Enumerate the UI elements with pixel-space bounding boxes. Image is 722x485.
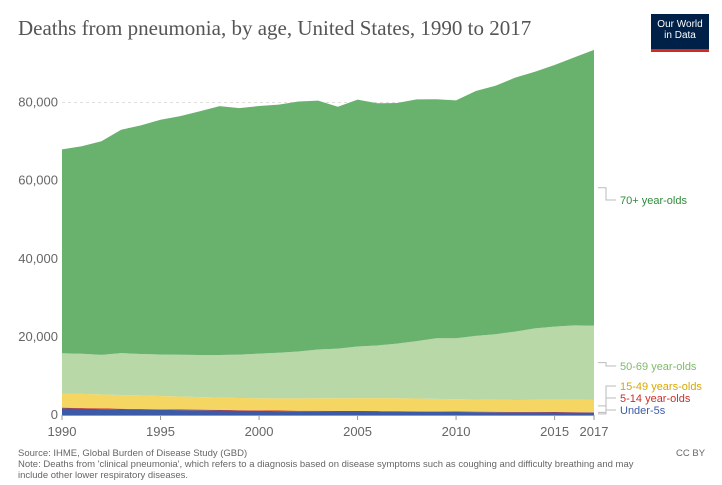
source-text: Source: IHME, Global Burden of Disease S… (18, 448, 248, 459)
label-connector (598, 187, 616, 201)
area-70-year-olds[interactable] (62, 49, 594, 356)
note-text: Note: Deaths from 'clinical pneumonia', … (18, 459, 634, 481)
label-connector (598, 385, 616, 407)
y-tick-label: 0 (51, 407, 58, 422)
label-connector (598, 409, 616, 415)
stacked-areas (62, 49, 594, 415)
x-tick-label: 2000 (245, 424, 274, 439)
x-tick-label: 2005 (343, 424, 372, 439)
x-tick-label: 2017 (580, 424, 609, 439)
area-chart: 0 20,000 40,000 60,000 80,000 1990 1995 2000 200… (18, 49, 702, 440)
series-label[interactable]: Under-5s (620, 405, 666, 417)
y-tick-label: 60,000 (18, 173, 58, 188)
logo-line2: in Data (664, 30, 696, 41)
series-label[interactable]: 50-69 year-olds (620, 361, 697, 373)
license-link[interactable]: CC BY (676, 448, 706, 459)
axes: 0 20,000 40,000 60,000 80,000 1990 1995 2000 200… (18, 95, 608, 440)
area-50-69-year-olds[interactable] (62, 325, 594, 400)
label-connector (598, 362, 616, 367)
x-tick-label: 1990 (48, 424, 77, 439)
x-tick-label: 2015 (540, 424, 569, 439)
y-tick-label: 80,000 (18, 95, 58, 110)
logo-line1: Our World (657, 19, 703, 30)
series-label[interactable]: 15-49 years-olds (620, 381, 702, 393)
series-label[interactable]: 5-14 year-olds (620, 393, 691, 405)
owid-logo[interactable]: Our World in Data (651, 14, 709, 52)
x-tick-label: 1995 (146, 424, 175, 439)
chart-title: Deaths from pneumonia, by age, United St… (18, 16, 532, 40)
area-under-5s[interactable] (62, 408, 594, 415)
area-5-14-year-olds[interactable] (62, 407, 594, 413)
y-tick-label: 20,000 (18, 329, 58, 344)
y-tick-label: 40,000 (18, 251, 58, 266)
series-label[interactable]: 70+ year-olds (620, 195, 687, 207)
x-tick-label: 2010 (442, 424, 471, 439)
area-15-49-years-olds[interactable] (62, 393, 594, 413)
footer: Source: IHME, Global Burden of Disease S… (18, 448, 658, 481)
